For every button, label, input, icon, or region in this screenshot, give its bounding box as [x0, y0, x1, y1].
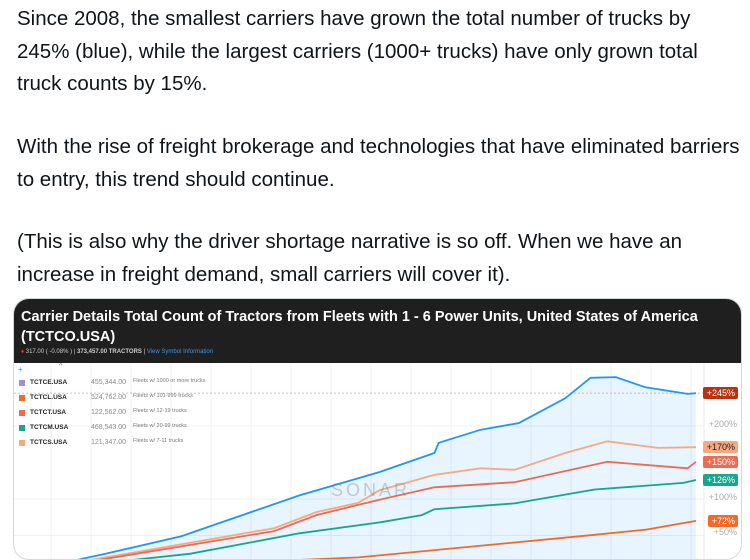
view-symbol-link[interactable]: View Symbol Information — [146, 349, 214, 355]
series-end-label: +72% — [707, 514, 738, 527]
axis-label: +200% — [708, 419, 737, 429]
chart-image[interactable]: Carrier Details Total Count of Tractors … — [13, 298, 742, 560]
series-end-label: +150% — [702, 455, 738, 468]
legend-desc: Fleets w/ 1000 or more trucks — [133, 378, 206, 384]
swatch — [19, 380, 25, 386]
legend-value: 122,562.00 — [90, 409, 126, 416]
legend-symbol: TCTCE.USA — [30, 379, 68, 386]
swatch — [19, 410, 25, 416]
axis-label: +100% — [708, 492, 737, 502]
legend-desc: Fleets w/ 20-99 trucks — [133, 423, 187, 429]
series-area — [81, 377, 696, 559]
chart-header: Carrier Details Total Count of Tractors … — [14, 299, 741, 363]
legend-desc: Fleets w/ 101-999 trucks — [133, 393, 193, 399]
add-icon[interactable]: + — [18, 365, 23, 374]
series-end-label: +126% — [702, 474, 738, 487]
swatch — [19, 395, 25, 401]
plot-area: SONAR + ^ TCTCE.USA 455,344.00 Fleets w/ 1… — [14, 363, 741, 559]
series-line — [77, 376, 697, 559]
tweet-paragraph-3: (This is also why the driver shortage na… — [17, 230, 683, 286]
chart-title: Carrier Details Total Count of Tractors … — [21, 309, 698, 345]
axis-label: +50% — [713, 527, 737, 537]
legend-symbol: TCTCS.USA — [30, 439, 68, 446]
tweet-paragraph-2: With the rise of freight brokerage and t… — [17, 135, 740, 191]
tweet-paragraph-1: Since 2008, the smallest carriers have g… — [17, 7, 698, 95]
swatch — [19, 440, 25, 446]
series-line — [300, 520, 697, 559]
series-end-label: +170% — [702, 441, 738, 454]
legend-symbol: TCTCL.USA — [30, 394, 67, 401]
watermark: SONAR — [331, 480, 411, 500]
legend-symbol: TCTCT.USA — [30, 409, 67, 416]
legend-desc: Fleets w/ 12-19 trucks — [133, 408, 187, 414]
chart-subtitle: ♦ 317.00 ( -0.08% ) | 373,457.00 TRACTOR… — [21, 349, 214, 355]
chart-change: 317.00 ( -0.08% ) — [25, 349, 73, 355]
series-end-label: +245% — [702, 387, 738, 400]
legend-value: 121,347.00 — [90, 439, 126, 446]
collapse-icon[interactable]: ^ — [59, 363, 63, 370]
legend-value: 524,762.00 — [90, 394, 126, 401]
chart-value: 373,457.00 TRACTORS — [77, 349, 142, 355]
legend-desc: Fleets w/ 7-11 trucks — [133, 438, 184, 444]
legend-symbol: TCTCM.USA — [30, 424, 69, 431]
swatch — [19, 425, 25, 431]
legend-value: 468,543.00 — [90, 424, 126, 431]
chart-svg — [14, 363, 705, 559]
series-line — [90, 440, 697, 559]
legend-value: 455,344.00 — [90, 379, 126, 386]
down-arrow-icon: ♦ — [21, 349, 25, 355]
